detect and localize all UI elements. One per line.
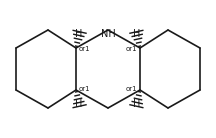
Text: or1: or1 <box>125 86 137 92</box>
Text: H: H <box>75 29 83 39</box>
Text: NH: NH <box>101 29 115 39</box>
Text: H: H <box>133 99 141 109</box>
Text: H: H <box>133 29 141 39</box>
Text: or1: or1 <box>79 86 91 92</box>
Text: or1: or1 <box>79 46 91 52</box>
Text: H: H <box>75 99 83 109</box>
Text: or1: or1 <box>125 46 137 52</box>
